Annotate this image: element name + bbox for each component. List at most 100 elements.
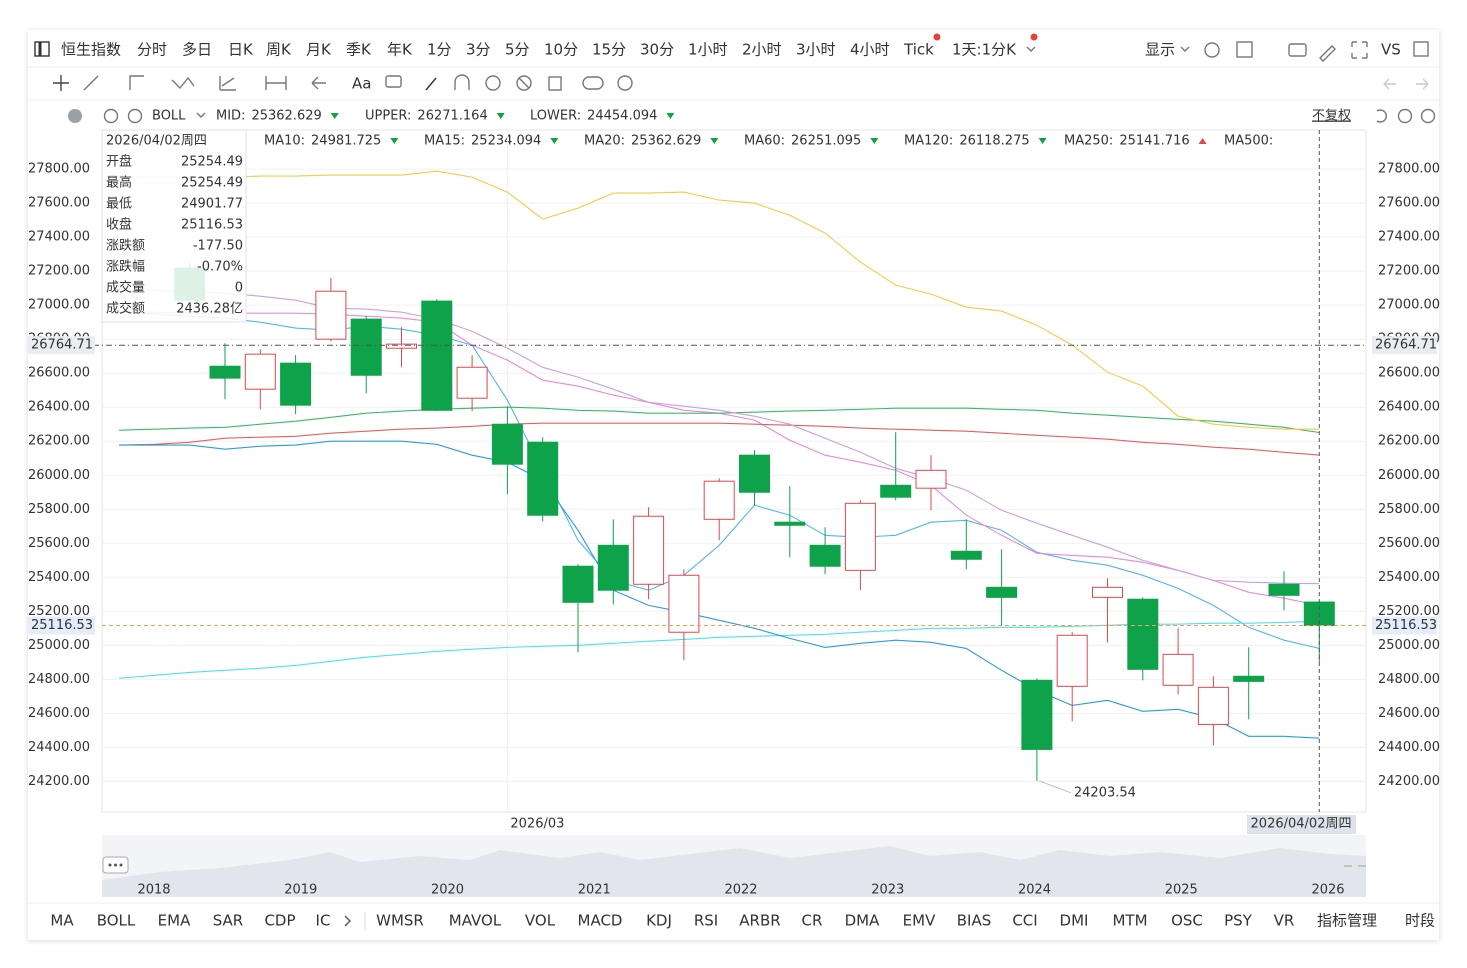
y2-tick-label: 25200.00 <box>1378 604 1440 619</box>
pencil-tool[interactable] <box>425 77 437 91</box>
period-tab[interactable]: 3小时 <box>796 41 836 59</box>
period-tab[interactable]: 5分 <box>505 41 530 59</box>
indicator-tab[interactable]: DMI <box>1060 912 1089 930</box>
compare-button[interactable]: VS <box>1381 41 1401 59</box>
indicator-tab[interactable]: DMA <box>845 912 880 930</box>
settings-icon[interactable] <box>1204 42 1220 58</box>
period-tab[interactable]: 15分 <box>592 41 626 59</box>
fullscreen-icon[interactable] <box>1351 41 1368 59</box>
tool-settings[interactable] <box>617 75 633 91</box>
indicator-tab[interactable]: MACD <box>578 912 623 930</box>
y-tick-label: 26000.00 <box>28 468 90 483</box>
period-tab[interactable]: 多日 <box>182 41 212 59</box>
indicator-close[interactable] <box>127 108 143 124</box>
delete-tool[interactable] <box>548 76 562 91</box>
candle-body <box>844 502 876 571</box>
line-tool[interactable] <box>83 75 99 91</box>
indicator-tab[interactable]: RSI <box>694 912 718 930</box>
period-tab[interactable]: 月K <box>306 41 332 59</box>
pen-icon[interactable] <box>1319 45 1336 62</box>
magnet-tool[interactable] <box>454 74 470 90</box>
indicator-settings[interactable] <box>103 108 119 124</box>
text-tool[interactable]: Aa <box>352 75 371 93</box>
indicator-tab[interactable]: MAVOL <box>449 912 502 930</box>
indicator-line <box>119 406 1320 434</box>
crosshair-label-bg <box>1372 336 1437 355</box>
square-icon[interactable] <box>1236 41 1253 58</box>
indicator-tab[interactable]: BIAS <box>957 912 992 930</box>
indicator-tab[interactable]: VR <box>1274 912 1295 930</box>
layout-icon[interactable] <box>34 41 50 57</box>
sync-tool[interactable] <box>485 75 501 91</box>
arrow-tool[interactable] <box>311 76 326 90</box>
period-tab[interactable]: 3分 <box>466 41 491 59</box>
period-tab[interactable]: Tick <box>903 41 934 59</box>
trend-marker <box>1198 138 1207 144</box>
y-tick-label: 26600.00 <box>28 366 90 381</box>
info-label: 涨跌额 <box>106 238 145 254</box>
hide-tool[interactable] <box>516 75 532 91</box>
indicator-tab[interactable]: OSC <box>1171 912 1203 930</box>
camera-icon[interactable] <box>1288 43 1307 57</box>
period-tab[interactable]: 1天:1分K <box>952 41 1017 59</box>
indicator-tab[interactable]: 指标管理 <box>1317 912 1377 930</box>
fib-tool[interactable] <box>219 76 236 91</box>
indicator-tab[interactable]: CR <box>802 912 823 930</box>
indicator-tab[interactable]: EMV <box>903 912 936 930</box>
ray-tool[interactable] <box>129 75 144 90</box>
legend-name: MA60: <box>744 134 785 149</box>
period-tab[interactable]: 周K <box>266 41 292 59</box>
zoom-out[interactable] <box>1397 108 1413 124</box>
period-tab[interactable]: 1分 <box>427 41 452 59</box>
dropdown-icon[interactable] <box>196 112 206 118</box>
indicator-tab[interactable]: IC <box>316 912 331 930</box>
y2-tick-label: 24400.00 <box>1378 740 1440 755</box>
indicator-tab[interactable]: ARBR <box>739 912 780 930</box>
plot-border <box>101 129 1367 813</box>
trend-marker <box>870 138 879 144</box>
symbol-tab[interactable]: 恒生指数 <box>61 41 121 59</box>
period-tab[interactable]: 4小时 <box>850 41 890 59</box>
info-value: 2436.28亿 <box>176 302 243 317</box>
reset-icon[interactable] <box>1376 109 1387 123</box>
link-tool[interactable] <box>582 76 604 90</box>
indicator-tab[interactable]: WMSR <box>376 912 424 930</box>
indicator-tab[interactable]: EMA <box>158 912 191 930</box>
range-tool[interactable] <box>265 76 287 90</box>
indicator-tab[interactable]: MA <box>50 912 74 930</box>
legend-name: MA120: <box>904 134 953 149</box>
period-tab[interactable]: 日K <box>228 41 254 59</box>
display-menu[interactable]: 显示 <box>1145 41 1175 59</box>
indicator-tab[interactable]: PSY <box>1224 912 1253 930</box>
indicator-tab[interactable]: CCI <box>1012 912 1037 930</box>
indicator-tab[interactable]: CDP <box>264 912 295 930</box>
period-tab[interactable]: 年K <box>387 41 413 59</box>
period-tab[interactable]: 2小时 <box>742 41 782 59</box>
candle-body <box>491 423 523 465</box>
indicator-tab[interactable]: VOL <box>525 912 556 930</box>
redo-icon[interactable] <box>1416 78 1429 90</box>
undo-icon[interactable] <box>1383 78 1396 90</box>
wave-tool[interactable] <box>171 76 195 90</box>
zoom-in[interactable] <box>1420 108 1436 124</box>
adjust-toggle[interactable]: 不复权 <box>1312 108 1351 124</box>
move-icon[interactable] <box>53 75 69 91</box>
indicator-tab[interactable]: 时段 <box>1405 912 1435 930</box>
period-tab[interactable]: 季K <box>346 41 372 59</box>
info-box <box>101 129 247 323</box>
candle-body <box>633 515 665 585</box>
collapse-icon[interactable] <box>68 109 82 123</box>
period-tab[interactable]: 30分 <box>640 41 674 59</box>
handle-dot <box>108 863 112 867</box>
period-tab[interactable]: 10分 <box>544 41 578 59</box>
period-tab[interactable]: 1小时 <box>688 41 728 59</box>
indicator-tab[interactable]: SAR <box>213 912 243 930</box>
indicator-tab[interactable]: MTM <box>1112 912 1147 930</box>
indicator-tab[interactable]: KDJ <box>646 912 672 930</box>
more-icon[interactable] <box>344 915 351 927</box>
panel-icon[interactable] <box>1413 41 1429 57</box>
note-tool[interactable] <box>385 75 402 88</box>
period-tab[interactable]: 分时 <box>137 41 167 59</box>
indicator-tab[interactable]: BOLL <box>97 912 136 930</box>
